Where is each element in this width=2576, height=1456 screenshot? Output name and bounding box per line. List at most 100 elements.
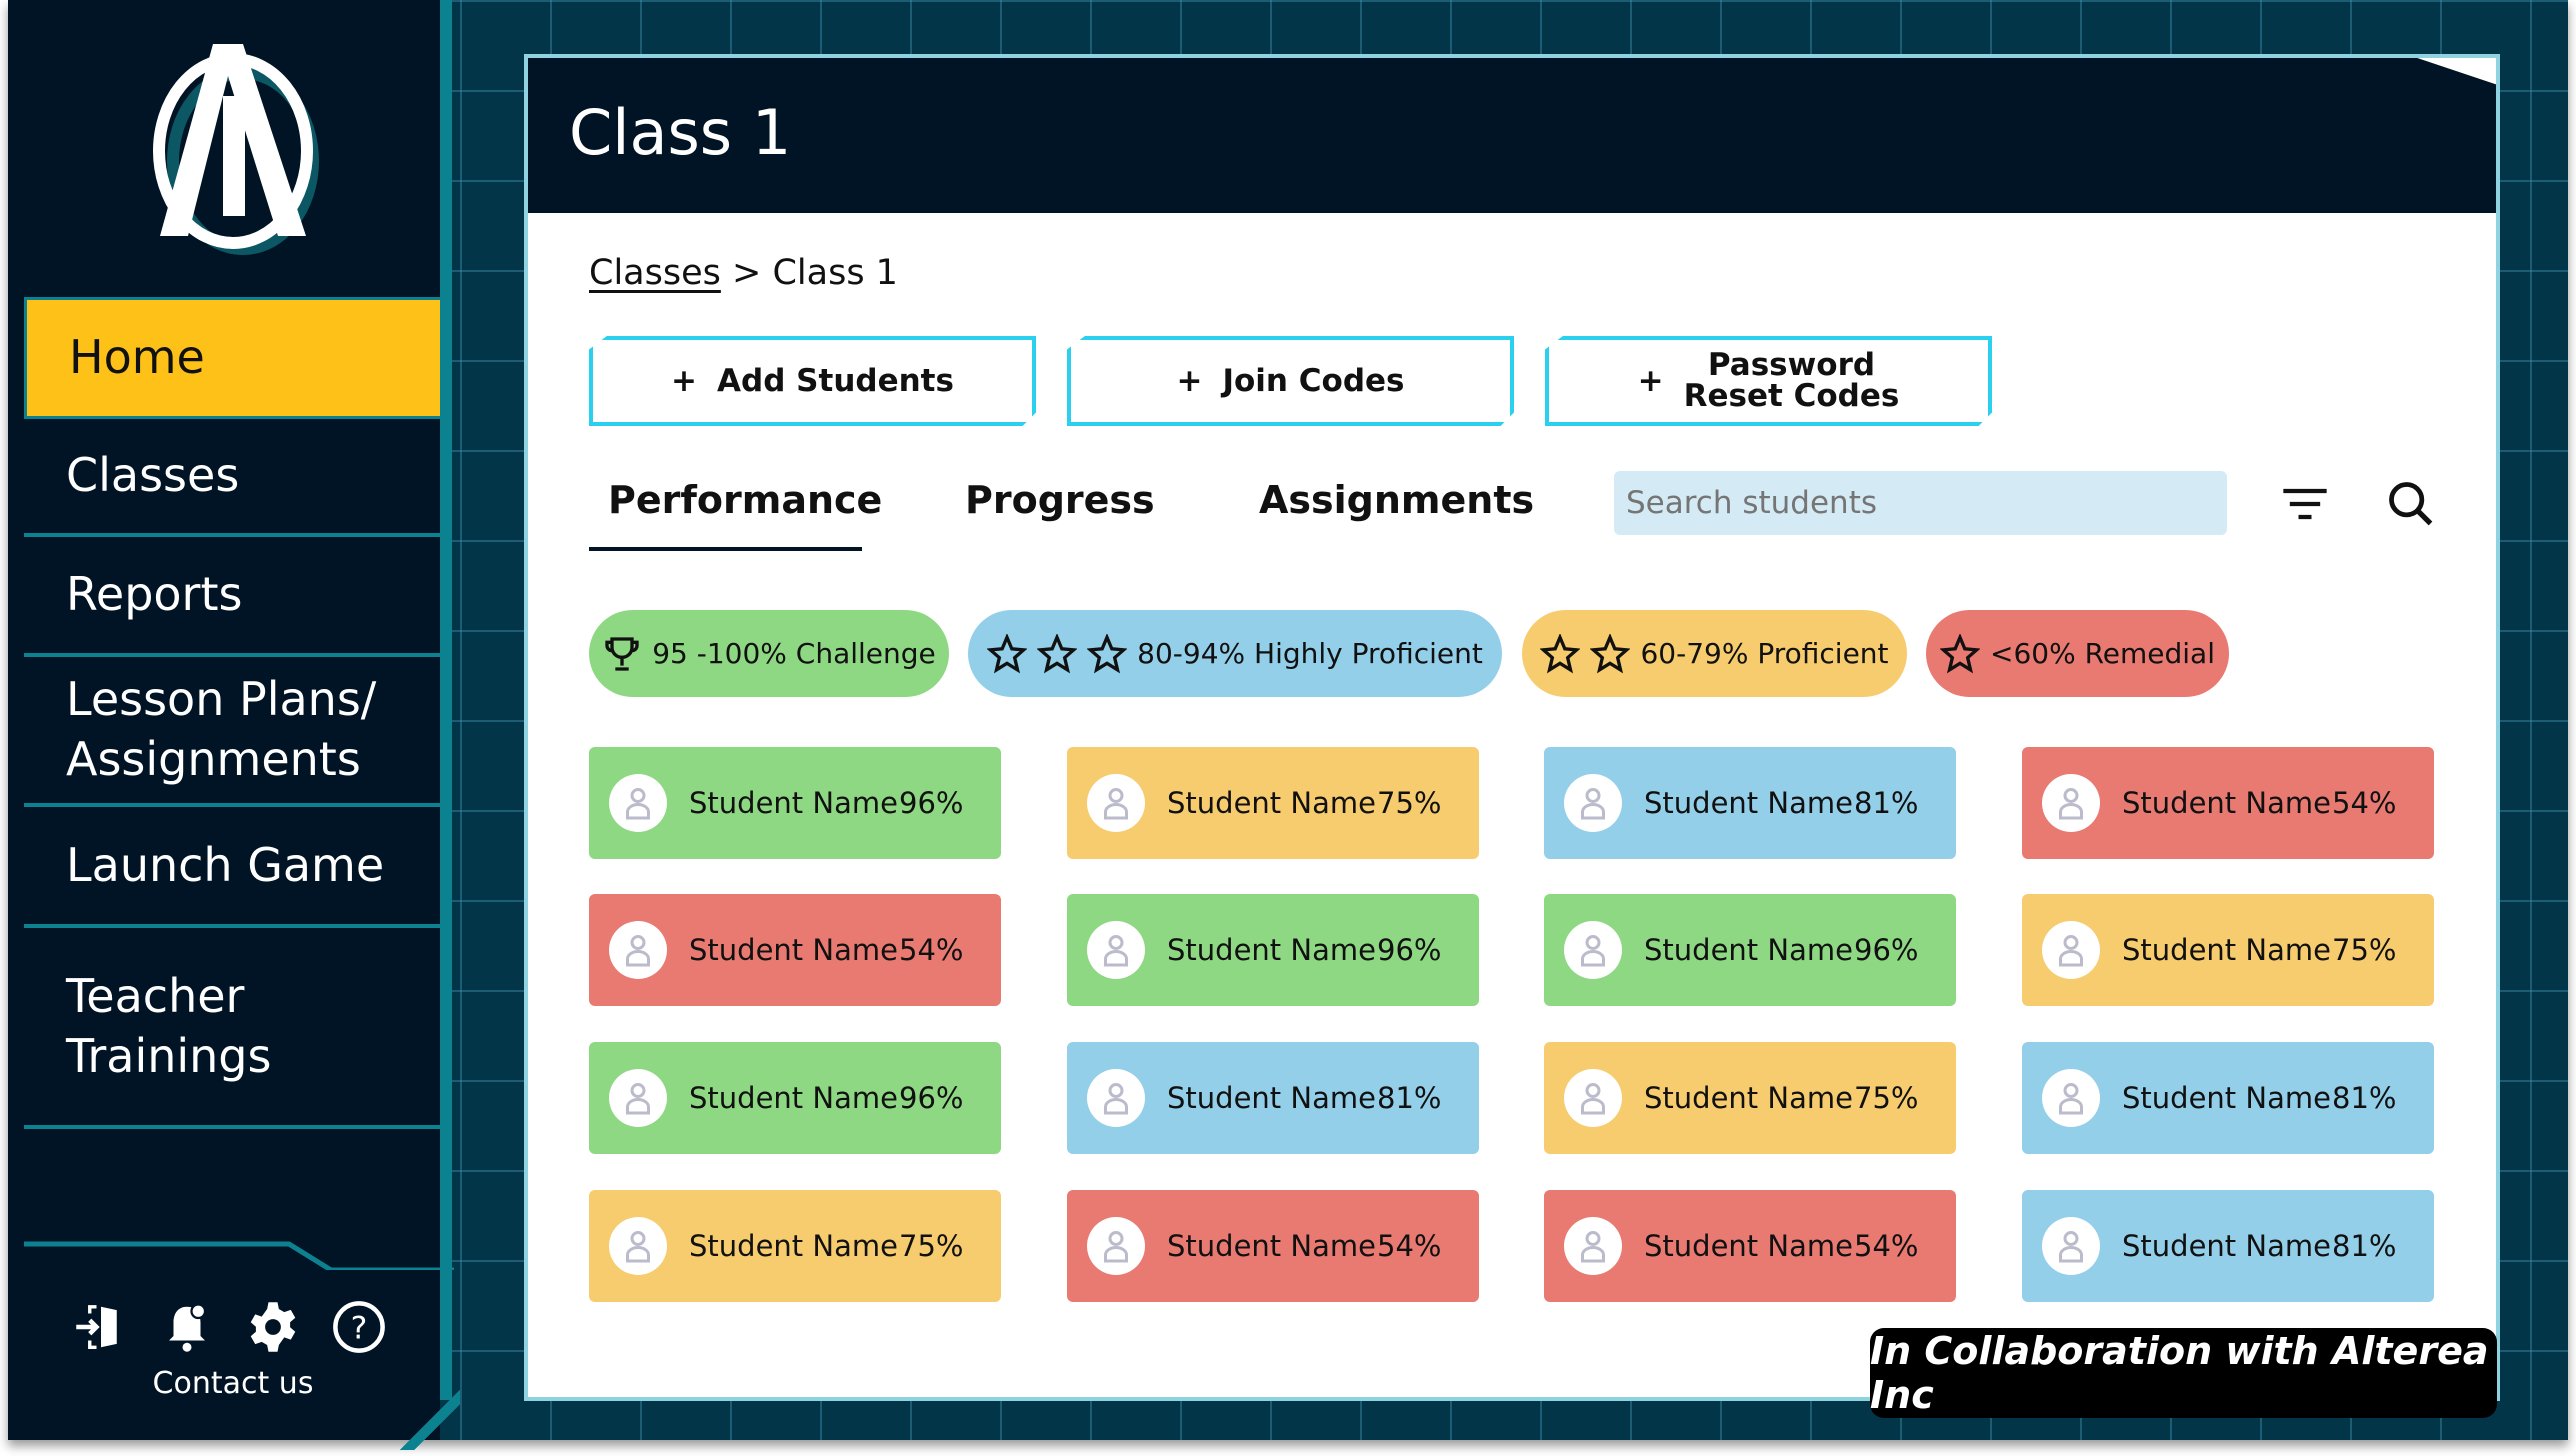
student-card[interactable]: Student Name 96% — [589, 747, 1001, 859]
help-question-icon[interactable]: ? — [332, 1300, 386, 1354]
student-card[interactable]: Student Name 54% — [1067, 1190, 1479, 1302]
student-card[interactable]: Student Name 81% — [1067, 1042, 1479, 1154]
student-score: 96% — [1854, 933, 1919, 967]
student-name: Student Name — [1644, 786, 1853, 820]
student-score: 96% — [1377, 933, 1442, 967]
student-card[interactable]: Student Name 54% — [589, 894, 1001, 1006]
star-icon — [1540, 633, 1581, 673]
plus-icon: + — [1637, 363, 1664, 399]
button-label: Add Students — [717, 363, 954, 399]
legend-pill: 80-94% Highly Proficient — [968, 610, 1502, 697]
logo-icon — [153, 44, 319, 255]
avatar-icon — [2042, 921, 2100, 979]
student-name: Student Name — [2122, 1229, 2331, 1263]
sidebar-item-lesson-plans[interactable]: Lesson Plans/ Assignments — [24, 657, 448, 807]
student-card[interactable]: Student Name 81% — [1544, 747, 1956, 859]
sidebar-border — [440, 0, 452, 1400]
student-card[interactable]: Student Name 81% — [2022, 1042, 2434, 1154]
tab-progress[interactable]: Progress — [965, 478, 1155, 522]
student-score: 81% — [1854, 786, 1919, 820]
avatar-icon — [1564, 1069, 1622, 1127]
student-card[interactable]: Student Name 96% — [589, 1042, 1001, 1154]
student-score: 75% — [2332, 933, 2397, 967]
student-score: 75% — [1377, 786, 1442, 820]
student-name: Student Name — [1644, 1081, 1853, 1115]
student-name: Student Name — [689, 1229, 898, 1263]
star-icon — [1037, 633, 1078, 673]
class-panel: Class 1 Classes > Class 1 + Add Students … — [524, 54, 2500, 1418]
student-name: Student Name — [1167, 1081, 1376, 1115]
plus-icon: + — [671, 363, 698, 399]
contact-us-link[interactable]: Contact us — [152, 1366, 314, 1401]
student-card[interactable]: Student Name 75% — [1067, 747, 1479, 859]
sidebar-item-reports[interactable]: Reports — [24, 537, 448, 657]
tab-assignments[interactable]: Assignments — [1259, 478, 1535, 522]
search-icon[interactable] — [2385, 478, 2437, 530]
breadcrumb-classes-link[interactable]: Classes — [589, 253, 721, 293]
nav-label: Classes — [66, 448, 240, 503]
legend-label: 60-79% Proficient — [1640, 637, 1889, 670]
avatar-icon — [1087, 1217, 1145, 1275]
legend-pill: 95 -100% Challenge — [589, 610, 949, 697]
student-score: 54% — [1377, 1229, 1442, 1263]
sidebar-corner — [400, 1390, 460, 1450]
filter-icon[interactable] — [2279, 478, 2331, 530]
bell-notification-icon[interactable] — [160, 1300, 214, 1354]
student-card[interactable]: Student Name 54% — [2022, 747, 2434, 859]
student-score: 54% — [1854, 1229, 1919, 1263]
student-card[interactable]: Student Name 81% — [2022, 1190, 2434, 1302]
student-name: Student Name — [2122, 786, 2331, 820]
gear-icon[interactable] — [246, 1300, 300, 1354]
student-name: Student Name — [1644, 1229, 1853, 1263]
sidebar-item-teacher-trainings[interactable]: Teacher Trainings — [24, 928, 448, 1129]
student-card[interactable]: Student Name 75% — [1544, 1042, 1956, 1154]
student-card[interactable]: Student Name 54% — [1544, 1190, 1956, 1302]
nav-label: Teacher Trainings — [66, 968, 272, 1083]
student-card[interactable]: Student Name 96% — [1544, 894, 1956, 1006]
student-name: Student Name — [2122, 1081, 2331, 1115]
nav-label: Reports — [66, 567, 243, 622]
plus-icon: + — [1176, 363, 1203, 399]
legend-pill: 60-79% Proficient — [1522, 610, 1907, 697]
student-score: 96% — [899, 1081, 964, 1115]
button-label: Password — [1707, 347, 1876, 383]
avatar-icon — [1564, 774, 1622, 832]
star-icon — [987, 633, 1028, 673]
trophy-icon — [605, 636, 639, 671]
sidebar-item-classes[interactable]: Classes — [24, 419, 448, 537]
search-input[interactable] — [1614, 471, 2227, 535]
password-reset-codes-button[interactable]: + Password Reset Codes — [1545, 336, 1992, 426]
student-score: 75% — [1854, 1081, 1919, 1115]
sidebar: Home Classes Reports Lesson Plans/ Assig… — [8, 0, 454, 1440]
student-score: 81% — [2332, 1229, 2397, 1263]
student-name: Student Name — [1167, 933, 1376, 967]
breadcrumb-separator: > — [732, 253, 762, 293]
sidebar-item-launch-game[interactable]: Launch Game — [24, 807, 448, 928]
tab-performance[interactable]: Performance — [608, 478, 883, 522]
button-label: Reset Codes — [1683, 378, 1900, 414]
student-name: Student Name — [689, 786, 898, 820]
legend-pill: <60% Remedial — [1926, 610, 2229, 697]
divider — [24, 1241, 454, 1270]
button-label: Join Codes — [1222, 363, 1405, 399]
add-students-button[interactable]: + Add Students — [589, 336, 1036, 426]
student-card[interactable]: Student Name 75% — [2022, 894, 2434, 1006]
student-score: 96% — [899, 786, 964, 820]
student-score: 54% — [2332, 786, 2397, 820]
join-codes-button[interactable]: + Join Codes — [1067, 336, 1514, 426]
student-card[interactable]: Student Name 75% — [589, 1190, 1001, 1302]
legend-label: 95 -100% Challenge — [652, 637, 936, 670]
sidebar-item-home[interactable]: Home — [24, 297, 448, 419]
sign-in-door-icon[interactable] — [74, 1300, 128, 1354]
avatar-icon — [609, 1217, 667, 1275]
collaboration-badge: In Collaboration with Alterea Inc — [1870, 1328, 2497, 1418]
student-card[interactable]: Student Name 96% — [1067, 894, 1479, 1006]
breadcrumb: Classes > Class 1 — [589, 253, 898, 293]
legend-label: <60% Remedial — [1989, 637, 2215, 670]
nav-label: Home — [69, 330, 205, 385]
student-score: 75% — [899, 1229, 964, 1263]
active-tab-indicator — [589, 547, 862, 551]
legend-label: 80-94% Highly Proficient — [1137, 637, 1483, 670]
student-name: Student Name — [689, 933, 898, 967]
avatar-icon — [609, 1069, 667, 1127]
